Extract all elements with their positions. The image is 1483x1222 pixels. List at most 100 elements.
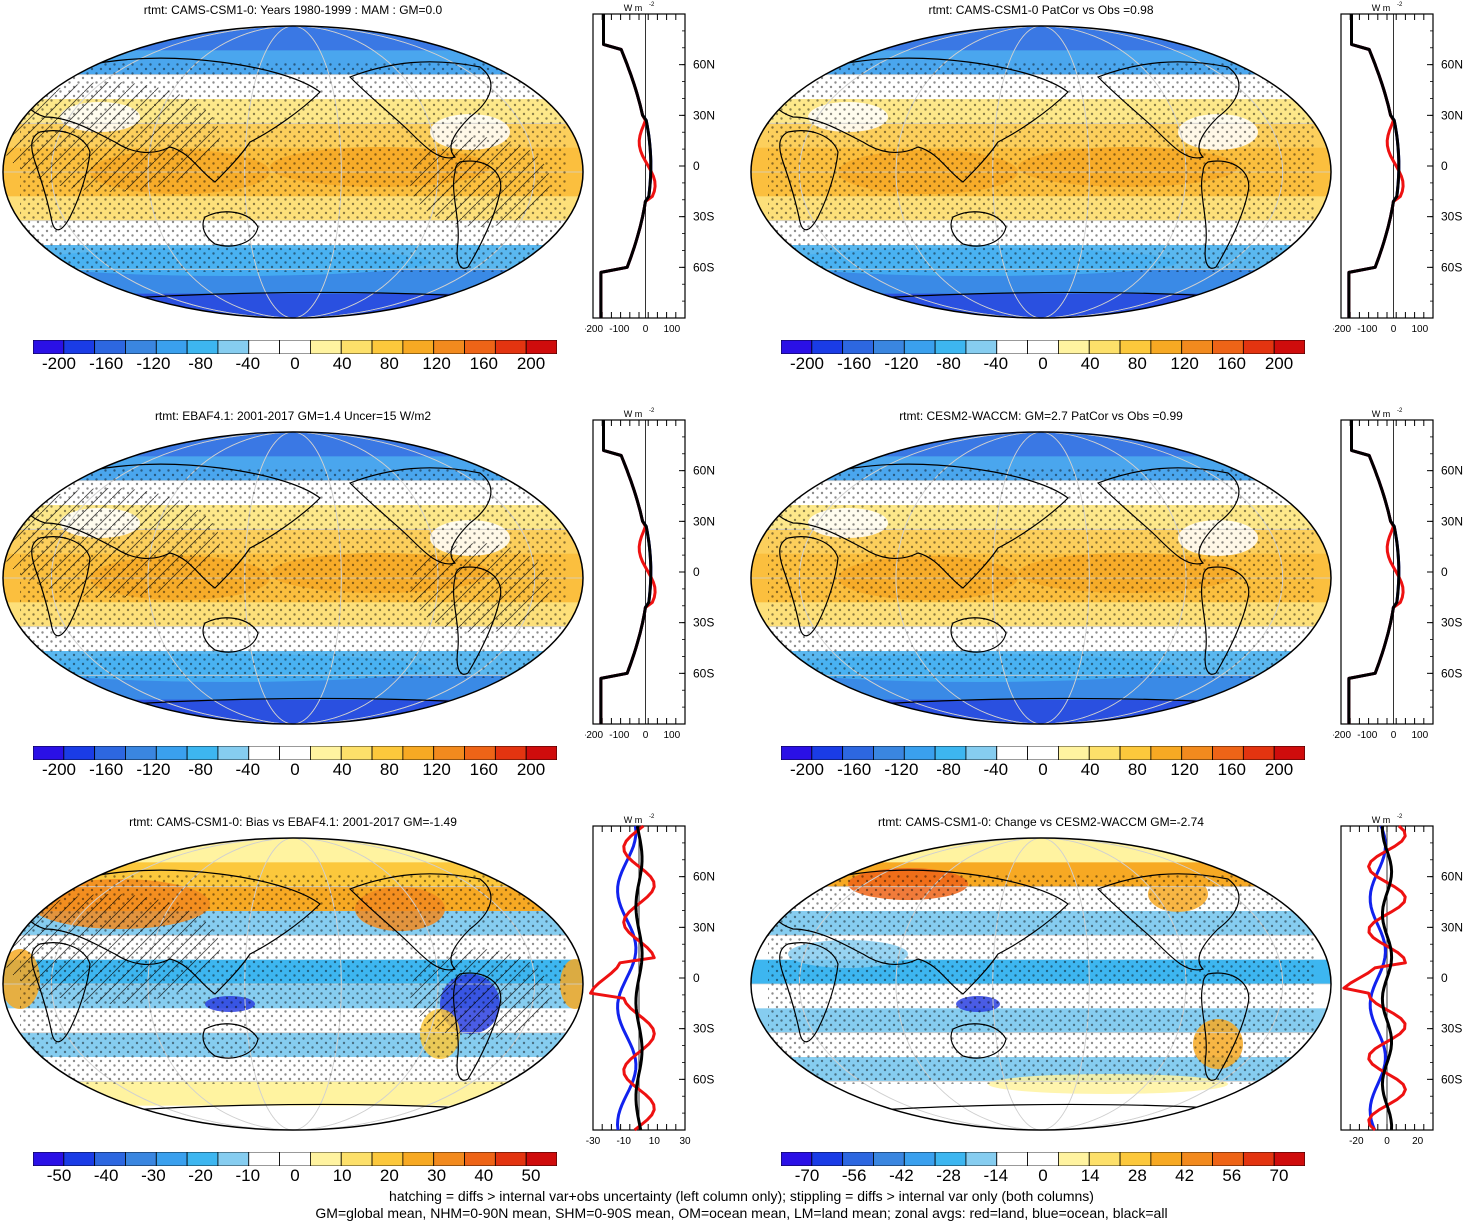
- map-plot: [2, 431, 584, 725]
- lat-tick-label: 60N: [693, 464, 715, 478]
- color-bar-tick-label: 160: [1217, 354, 1246, 373]
- map-outline: [750, 837, 1332, 1131]
- color-bar-swatch: [310, 340, 342, 354]
- color-bar-swatch: [811, 1152, 844, 1166]
- color-bar-swatch: [996, 1152, 1028, 1166]
- color-bar-swatch: [842, 340, 874, 354]
- color-bar-tick-label: 20: [379, 1166, 399, 1185]
- color-bar-swatch: [310, 1152, 342, 1166]
- lat-tick-label: 30S: [1441, 210, 1462, 224]
- zonal-curve-land: [599, 14, 657, 318]
- color-bar-labels: -50 -40 -30 -20 -10 0 10 20 30 40 50: [33, 1166, 557, 1188]
- color-bar-swatch: [155, 340, 188, 354]
- color-bar-swatch: [494, 746, 527, 760]
- color-bar-tick-label: 14: [1080, 1166, 1100, 1185]
- zonal-x-tick-label: -200: [1333, 730, 1351, 741]
- zonal-mean-plot: W m -2 60N 30N 0 30S 60S -200 -100 0 100: [1333, 408, 1463, 741]
- color-bar-swatch: [1027, 1152, 1059, 1166]
- color-bar-tick-label: -40: [983, 354, 1009, 373]
- map-plot: [2, 837, 584, 1131]
- zonal-unit-exponent: -2: [649, 408, 655, 414]
- color-bar-swatch: [903, 746, 936, 760]
- map-band: [751, 26, 1331, 52]
- zonal-x-tick-label: 30: [679, 1136, 691, 1147]
- color-bar-swatch: [1150, 340, 1183, 354]
- color-bar-swatch: [125, 1152, 157, 1166]
- zonal-mean-plot: W m -2 60N 30N 0 30S 60S -200 -100 0 100: [585, 2, 715, 335]
- zonal-unit: W m: [1372, 815, 1391, 825]
- color-bar: [781, 1152, 1305, 1166]
- lat-tick-label: 0: [1441, 565, 1448, 579]
- color-bar-swatch: [996, 746, 1028, 760]
- hatching: [410, 949, 550, 1039]
- color-bar-swatch: [340, 746, 373, 760]
- color-bar-swatch: [371, 746, 404, 760]
- color-bar-swatch: [186, 746, 219, 760]
- color-bar-swatch: [1242, 1152, 1275, 1166]
- color-bar-swatch: [340, 340, 373, 354]
- color-bar: [781, 340, 1305, 354]
- stippling: [768, 468, 1314, 678]
- zonal-x-tick-label: -200: [585, 324, 603, 335]
- zonal-x-tick-label: 0: [1391, 324, 1397, 335]
- color-bar-tick-label: 40: [1080, 354, 1100, 373]
- color-bar-tick-label: -42: [889, 1166, 914, 1185]
- color-bar-tick-label: -40: [93, 1166, 119, 1185]
- map-band: [3, 26, 583, 52]
- color-bar-swatch: [934, 1152, 967, 1166]
- footer-line-2: GM=global mean, NHM=0-90N mean, SHM=0-90…: [315, 1205, 1168, 1221]
- hatching: [3, 894, 220, 1004]
- color-bar-swatch: [1088, 340, 1121, 354]
- color-bar-labels: -200 -160 -120 -80 -40 0 40 80 120 160 200: [33, 354, 557, 376]
- color-bar-tick-label: 10: [332, 1166, 352, 1185]
- lat-tick-label: 30S: [693, 210, 714, 224]
- lat-tick-label: 60S: [693, 1072, 714, 1086]
- zonal-x-tick-label: -100: [609, 324, 629, 335]
- color-bar-tick-label: -200: [41, 760, 77, 779]
- color-bar-swatch: [1181, 340, 1213, 354]
- color-bar-tick-label: 0: [290, 354, 300, 373]
- panel-p6: rtmt: CAMS-CSM1-0: Change vs CESM2-WACCM…: [748, 812, 1483, 1202]
- color-bar-swatch: [63, 1152, 96, 1166]
- zonal-x-tick-label: -10: [616, 1136, 631, 1147]
- map-band: [751, 699, 1331, 724]
- panel-p3: rtmt: EBAF4.1: 2001-2017 GM=1.4 Uncer=15…: [0, 406, 740, 796]
- map-band: [3, 432, 583, 458]
- zonal-x-tick-label: 100: [664, 730, 681, 741]
- color-bar-tick-label: 80: [379, 354, 399, 373]
- color-bar-swatch: [248, 746, 280, 760]
- color-bar-tick-label: 40: [332, 760, 352, 779]
- zonal-x-tick-label: -200: [585, 730, 603, 741]
- panel-p4: rtmt: CESM2-WACCM: GM=2.7 PatCor vs Obs …: [748, 406, 1483, 796]
- lat-tick-label: 60N: [693, 870, 715, 884]
- color-bar-swatch: [965, 340, 998, 354]
- zonal-x-tick-label: -30: [586, 1136, 601, 1147]
- color-bar-tick-label: -120: [884, 354, 919, 373]
- color-bar-swatch: [1242, 746, 1275, 760]
- color-bar-swatch: [310, 746, 342, 760]
- color-bar-tick-label: 28: [1127, 1166, 1147, 1185]
- color-bar-tick-label: 120: [422, 760, 451, 779]
- color-bar-swatch: [33, 746, 65, 760]
- zonal-unit: W m: [624, 3, 643, 13]
- color-bar-swatch: [965, 1152, 998, 1166]
- zonal-x-tick-label: -100: [609, 730, 629, 741]
- zonal-x-tick-label: 100: [1412, 324, 1429, 335]
- color-bar-swatch: [903, 340, 936, 354]
- color-bar-tick-label: 160: [469, 354, 498, 373]
- color-bar-tick-label: -40: [235, 760, 261, 779]
- zonal-mean-plot: W m -2 60N 30N 0 30S 60S -30 -10 10 30: [586, 814, 715, 1147]
- color-bar-swatch: [996, 340, 1028, 354]
- color-bar-tick-label: 200: [516, 354, 546, 373]
- color-bar-swatch: [781, 340, 813, 354]
- color-bar-tick-label: -14: [983, 1166, 1009, 1185]
- lat-tick-label: 60S: [1441, 1072, 1462, 1086]
- map-band: [3, 1105, 583, 1130]
- stippling: [768, 874, 1314, 1084]
- color-bar-tick-label: 42: [1175, 1166, 1195, 1185]
- color-bar-tick-label: 200: [1264, 354, 1294, 373]
- color-bar-tick-label: 200: [516, 760, 546, 779]
- color-bar-swatch: [525, 746, 557, 760]
- color-bar-tick-label: 160: [1217, 760, 1246, 779]
- color-bar-labels: -200 -160 -120 -80 -40 0 40 80 120 160 200: [781, 760, 1305, 782]
